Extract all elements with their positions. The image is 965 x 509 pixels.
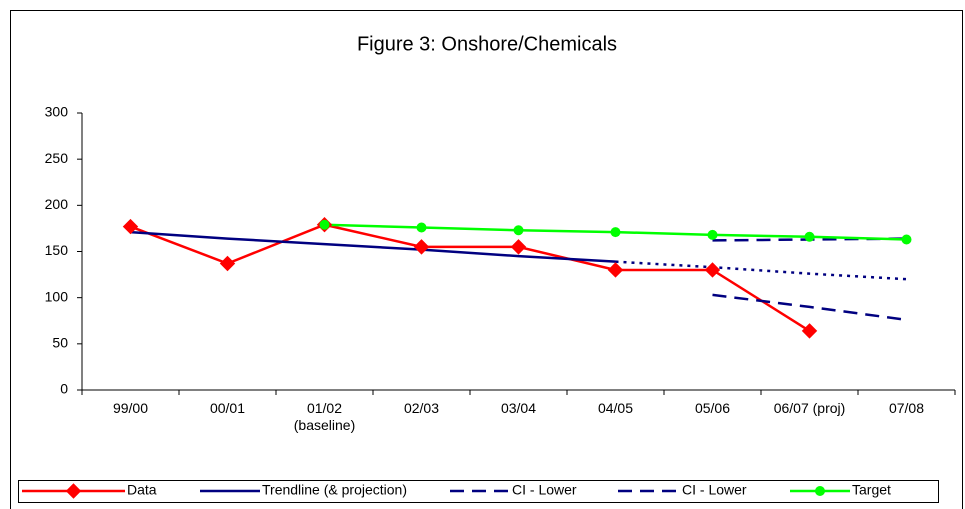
series-line xyxy=(130,230,616,263)
chart-title: Figure 3: Onshore/Chemicals xyxy=(357,33,617,55)
y-tick-label: 100 xyxy=(45,288,69,304)
data-point xyxy=(416,222,427,233)
legend-label: Target xyxy=(852,482,891,498)
series-line xyxy=(615,260,907,281)
chart-frame xyxy=(10,10,963,509)
series-line xyxy=(130,223,811,332)
x-tick-label: 03/04 xyxy=(500,400,537,416)
legend-label: Trendline (& projection) xyxy=(262,482,407,498)
data-point xyxy=(804,231,815,242)
legend-marker xyxy=(815,486,825,496)
data-point xyxy=(122,218,139,235)
data-point xyxy=(413,239,430,255)
y-tick-label: 200 xyxy=(45,196,69,212)
y-tick-label: 300 xyxy=(45,104,69,120)
y-tick-label: 0 xyxy=(60,381,68,397)
x-tick-label: 04/05 xyxy=(597,400,634,416)
data-point xyxy=(510,239,527,255)
data-point xyxy=(704,262,721,278)
data-point xyxy=(901,234,912,245)
legend-marker xyxy=(65,483,82,499)
x-tick-label: 02/03 xyxy=(403,400,440,416)
x-tick-label: 06/07 (proj) xyxy=(773,400,846,416)
data-point xyxy=(607,262,624,278)
x-tick-label: 99/00 xyxy=(112,400,149,416)
x-tick-label: 01/02 (baseline) xyxy=(293,400,356,433)
legend-label: CI - Lower xyxy=(682,482,747,498)
data-point xyxy=(513,225,524,236)
x-tick-label: 00/01 xyxy=(209,400,246,416)
legend-label: CI - Lower xyxy=(512,482,577,498)
y-tick-label: 250 xyxy=(45,150,69,166)
data-point xyxy=(801,323,818,339)
x-tick-label: 05/06 xyxy=(694,400,731,416)
y-tick-label: 150 xyxy=(45,242,69,258)
data-point xyxy=(610,227,621,238)
series-line xyxy=(712,293,907,322)
y-tick-label: 50 xyxy=(52,335,68,351)
data-point xyxy=(219,255,236,272)
data-point xyxy=(319,219,330,230)
x-tick-label: 07/08 xyxy=(888,400,925,416)
legend-label: Data xyxy=(127,482,157,498)
data-point xyxy=(707,229,718,240)
